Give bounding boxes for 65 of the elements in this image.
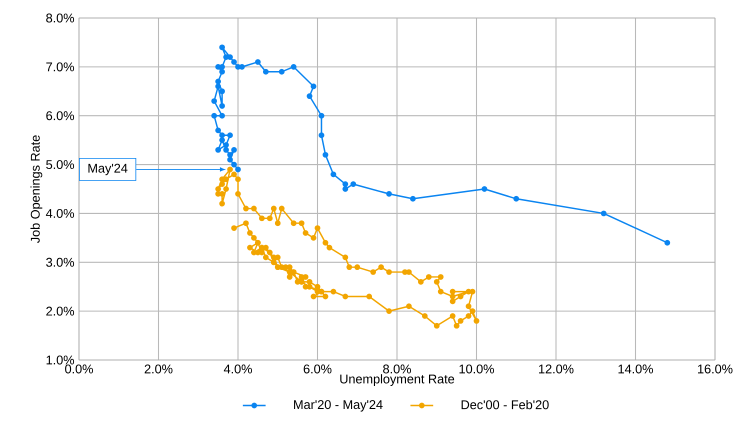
point bbox=[342, 186, 348, 192]
point bbox=[235, 166, 241, 172]
legend-label: Dec'00 - Feb'20 bbox=[462, 400, 549, 410]
point bbox=[219, 112, 225, 119]
point bbox=[342, 181, 348, 187]
point bbox=[215, 78, 221, 84]
point bbox=[211, 112, 218, 119]
point bbox=[482, 186, 488, 192]
point bbox=[219, 132, 225, 138]
point bbox=[262, 68, 269, 75]
x-tick-label: 14.0% bbox=[618, 364, 654, 374]
point bbox=[219, 44, 225, 50]
x-tick-label: 2.0% bbox=[144, 364, 172, 374]
x-tick-label: 8.0% bbox=[383, 364, 411, 374]
point bbox=[306, 93, 312, 100]
annotation: May'24 bbox=[88, 164, 128, 176]
point bbox=[318, 112, 324, 119]
point bbox=[219, 68, 225, 75]
y-tick-label: 8.0% bbox=[46, 14, 74, 22]
x-tick-label: 16.0% bbox=[698, 364, 732, 374]
point bbox=[278, 68, 285, 75]
y-axis-title: Job Openings Rate bbox=[30, 135, 42, 244]
point bbox=[215, 147, 221, 153]
point bbox=[386, 191, 392, 197]
y-tick-label: 6.0% bbox=[46, 111, 74, 120]
y-tick-label: 4.0% bbox=[46, 208, 74, 218]
point bbox=[227, 156, 233, 163]
point bbox=[290, 64, 297, 70]
point bbox=[600, 210, 607, 216]
point bbox=[227, 152, 233, 158]
y-tick-label: 3.0% bbox=[46, 258, 74, 267]
point bbox=[255, 59, 261, 65]
point bbox=[227, 132, 233, 138]
y-tick-label: 2.0% bbox=[46, 306, 74, 316]
point bbox=[219, 103, 225, 109]
point bbox=[231, 59, 237, 65]
point bbox=[223, 142, 229, 148]
x-tick-label: 6.0% bbox=[304, 364, 332, 374]
point bbox=[219, 88, 225, 94]
y-tick-label: 1.0% bbox=[46, 356, 74, 364]
point bbox=[219, 137, 225, 144]
point bbox=[350, 181, 356, 187]
legend-label: Mar'20 - May'24 bbox=[294, 400, 383, 412]
point bbox=[223, 54, 229, 60]
point bbox=[318, 132, 324, 138]
x-tick-label: 0.0% bbox=[65, 364, 93, 374]
point bbox=[215, 128, 221, 134]
x-tick-label: 12.0% bbox=[539, 364, 574, 374]
point bbox=[664, 240, 670, 246]
x-axis-title: Unemployment Rate bbox=[340, 374, 454, 386]
y-tick-label: 5.0% bbox=[46, 160, 74, 170]
point bbox=[215, 64, 221, 70]
y-tick-label: 7.0% bbox=[46, 62, 74, 72]
point bbox=[231, 162, 237, 168]
point bbox=[330, 171, 336, 178]
x-tick-label: 4.0% bbox=[224, 364, 252, 374]
point bbox=[322, 152, 328, 158]
point bbox=[513, 196, 520, 202]
point bbox=[215, 84, 221, 90]
point bbox=[223, 147, 229, 153]
x-tick-label: 10.0% bbox=[460, 364, 494, 374]
point bbox=[231, 147, 237, 153]
point bbox=[211, 98, 218, 104]
point bbox=[310, 84, 316, 90]
point bbox=[410, 196, 416, 202]
